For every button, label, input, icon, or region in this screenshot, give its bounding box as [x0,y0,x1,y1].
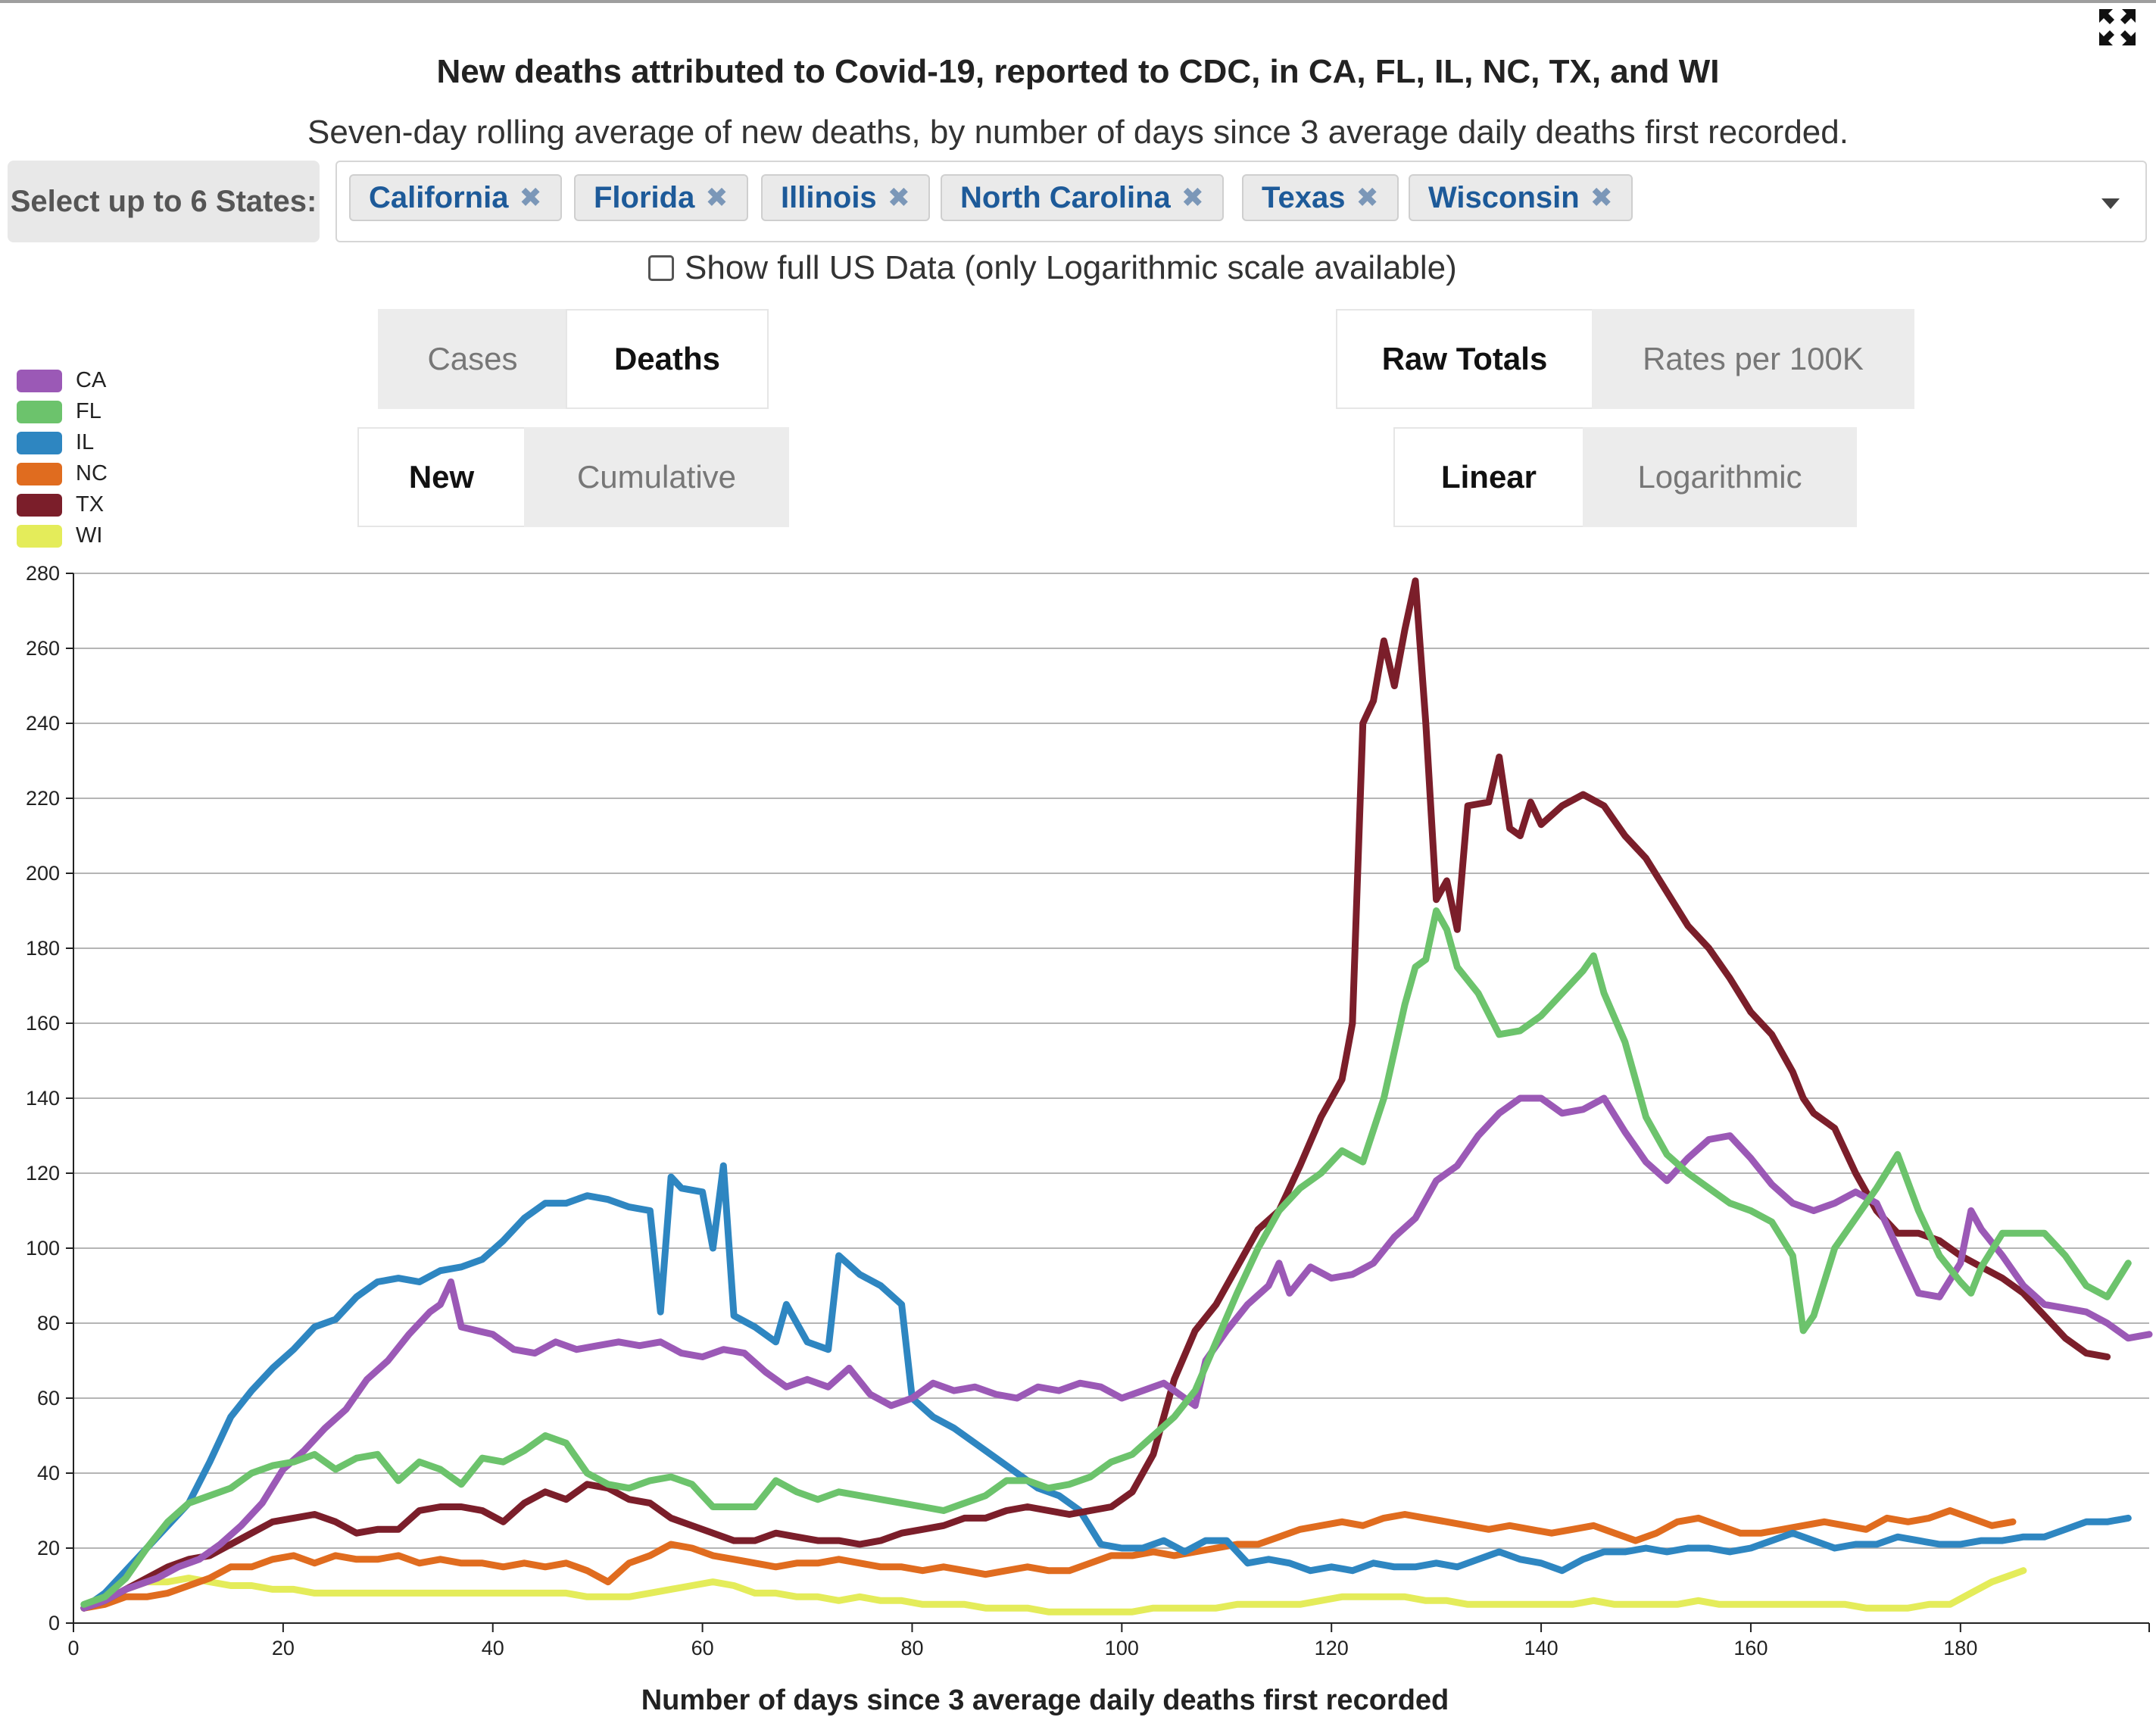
y-tick-label: 180 [26,937,60,960]
tag-label: Florida [594,180,695,214]
state-tag-california: California ✖ [349,174,562,221]
y-tick-label: 140 [26,1087,60,1110]
y-tick-label: 280 [26,562,60,585]
tab-deaths[interactable]: Deaths [566,309,769,409]
x-tick-label: 120 [1315,1637,1349,1659]
y-tick-label: 100 [26,1237,60,1260]
legend-label: WI [76,523,103,548]
y-tick-label: 260 [26,637,60,660]
tab-new[interactable]: New [357,427,526,527]
legend-item-il[interactable]: IL [17,427,108,458]
remove-tag-icon[interactable]: ✖ [1590,182,1613,213]
x-tick-label: 160 [1733,1637,1768,1659]
x-tick-label: 80 [900,1637,923,1659]
remove-tag-icon[interactable]: ✖ [1356,182,1379,213]
legend-label: TX [76,492,105,517]
tag-label: North Carolina [960,180,1171,214]
y-tick-label: 220 [26,787,60,810]
legend-item-wi[interactable]: WI [17,520,108,551]
state-tag-florida: Florida ✖ [574,174,748,221]
y-tick-label: 200 [26,862,60,885]
x-tick-label: 60 [691,1637,714,1659]
state-tag-texas: Texas ✖ [1242,174,1399,221]
legend-item-nc[interactable]: NC [17,458,108,489]
y-tick-label: 160 [26,1012,60,1035]
legend-swatch [17,400,62,423]
full-us-checkbox[interactable] [648,255,674,281]
x-axis-label: Number of days since 3 average daily dea… [641,1684,1449,1716]
series-line-ca [80,1094,2153,1612]
full-us-label: Show full US Data (only Logarithmic scal… [685,249,1457,286]
tab-logarithmic[interactable]: Logarithmic [1583,427,1857,527]
state-multiselect[interactable]: California ✖ Florida ✖ Illinois ✖ North Car… [335,161,2147,242]
legend-label: NC [76,461,108,485]
series-line-fl [80,907,2132,1608]
state-tag-wisconsin: Wisconsin ✖ [1409,174,1633,221]
legend-label: FL [76,399,101,423]
state-tag-illinois: Illinois ✖ [761,174,930,221]
legend-swatch [17,369,62,392]
legend-swatch [17,462,62,485]
legend-swatch [17,524,62,548]
y-tick-label: 0 [48,1612,60,1634]
x-tick-label: 40 [482,1637,504,1659]
tab-cases[interactable]: Cases [378,309,567,409]
tab-raw-totals[interactable]: Raw Totals [1336,309,1593,409]
legend-swatch [17,431,62,454]
x-tick-label: 20 [272,1637,295,1659]
tab-linear[interactable]: Linear [1393,427,1584,527]
series-line-nc [80,1507,2017,1612]
legend-label: CA [76,368,107,392]
remove-tag-icon[interactable]: ✖ [705,182,729,213]
y-tick-label: 40 [37,1462,60,1484]
x-tick-label: 180 [1943,1637,1977,1659]
tab-rates-per-100k[interactable]: Rates per 100K [1592,309,1914,409]
x-tick-label: 100 [1105,1637,1139,1659]
legend-item-fl[interactable]: FL [17,396,108,427]
legend-label: IL [76,430,95,454]
y-tick-label: 20 [37,1537,60,1559]
legend: CA FL IL NC TX WI [17,365,108,551]
tag-label: Illinois [781,180,877,214]
chevron-down-icon[interactable] [2101,198,2120,209]
full-us-toggle[interactable]: Show full US Data (only Logarithmic scal… [648,244,1457,292]
y-tick-label: 60 [37,1387,60,1410]
legend-swatch [17,493,62,517]
expand-icon[interactable] [2098,8,2137,47]
remove-tag-icon[interactable]: ✖ [519,182,542,213]
series-line-wi [80,1567,2027,1616]
state-tag-north-carolina: North Carolina ✖ [941,174,1224,221]
x-tick-label: 0 [67,1637,79,1659]
top-divider [0,0,2156,3]
chart-subtitle: Seven-day rolling average of new deaths,… [307,114,1849,151]
tag-label: Wisconsin [1428,180,1580,214]
tag-label: Texas [1262,180,1346,214]
x-tick-label: 140 [1524,1637,1558,1659]
tag-label: California [369,180,509,214]
state-select-label: Select up to 6 States: [8,161,320,242]
y-tick-label: 80 [37,1312,60,1335]
remove-tag-icon[interactable]: ✖ [887,182,910,213]
tab-cumulative[interactable]: Cumulative [524,427,789,527]
legend-item-ca[interactable]: CA [17,365,108,396]
series-line-il [80,1162,2132,1612]
chart-title: New deaths attributed to Covid-19, repor… [436,53,1720,90]
legend-item-tx[interactable]: TX [17,489,108,520]
remove-tag-icon[interactable]: ✖ [1181,182,1204,213]
y-tick-label: 240 [26,712,60,735]
series-line-tx [80,577,2111,1612]
y-tick-label: 120 [26,1162,60,1185]
